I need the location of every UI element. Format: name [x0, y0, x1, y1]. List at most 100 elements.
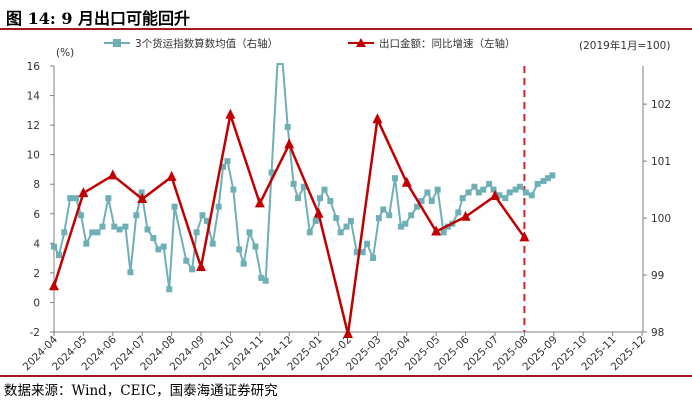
freight-index-point [83, 240, 90, 247]
freight-index-point [516, 183, 523, 190]
freight-index-point [230, 186, 237, 193]
freight-index-point [111, 223, 118, 230]
left-axis-tick-label: -2 [30, 327, 40, 339]
freight-index-point [171, 203, 178, 210]
freight-index-point [166, 286, 173, 293]
freight-index-point [359, 249, 366, 256]
freight-index-point [252, 243, 259, 250]
freight-index-point [414, 203, 421, 210]
right-axis-tick-label: 99 [651, 270, 664, 282]
export-growth-point [460, 210, 471, 221]
freight-index-point [55, 252, 62, 259]
export-growth-point [343, 328, 353, 338]
top-rule [0, 28, 692, 30]
freight-index-point [333, 215, 340, 222]
freight-index-point [418, 197, 425, 204]
freight-index-point [471, 183, 478, 190]
freight-index-point [155, 246, 162, 253]
bottom-rule [0, 375, 692, 377]
export-growth-point [431, 225, 442, 236]
export-growth-point [284, 138, 295, 149]
freight-index-point [240, 260, 247, 267]
freight-index-point [549, 172, 556, 179]
freight-index-point [193, 229, 200, 236]
freight-index-series [51, 63, 556, 293]
export-growth-point [196, 260, 206, 271]
freight-index-point [306, 229, 313, 236]
freight-index-point [295, 195, 302, 202]
left-axis-tick-label: 14 [27, 91, 41, 103]
legend-label-export-growth: 出口金额：同比增速（左轴） [379, 37, 516, 50]
freight-index-point [150, 235, 157, 242]
freight-index-point [317, 195, 324, 202]
freight-index-point [209, 240, 216, 247]
freight-index-point [337, 229, 344, 236]
export-growth-point [401, 176, 412, 187]
left-axis-tick-label: 10 [27, 150, 40, 162]
freight-index-point [486, 180, 493, 187]
right-axis-tick-label: 102 [651, 99, 671, 111]
freight-index-point [434, 186, 441, 193]
freight-index-point [78, 212, 85, 219]
figure-title: 图 14: 9 月出口可能回升 [6, 9, 191, 28]
legend-marker-export-growth [356, 38, 366, 47]
freight-index-point [343, 223, 350, 230]
freight-index-point [312, 217, 319, 224]
right-axis-tick-label: 100 [651, 213, 671, 225]
freight-index-point [528, 192, 535, 199]
freight-index-point [290, 180, 297, 187]
freight-index-point [300, 183, 307, 190]
freight-index-point [364, 240, 371, 247]
freight-index-point [424, 189, 431, 196]
freight-index-point [133, 212, 140, 219]
source-note: 数据来源：Wind，CEIC，国泰海通证券研究 [4, 383, 278, 399]
freight-index-point [284, 123, 291, 130]
left-axis-unit: (%) [56, 47, 74, 59]
freight-index-point [502, 195, 509, 202]
freight-index-point [189, 266, 196, 273]
freight-index-point [138, 189, 145, 196]
left-axis-tick-label: 2 [33, 268, 40, 280]
freight-index-point [490, 186, 497, 193]
freight-index-point [369, 254, 376, 261]
freight-index-point [105, 195, 112, 202]
freight-index-point [522, 189, 529, 196]
chart: -2024681012141698991001011022024-042024-… [21, 37, 671, 373]
left-axis-tick-label: 4 [33, 238, 40, 250]
right-axis-tick-label: 101 [651, 156, 671, 168]
export-growth-point [49, 280, 59, 291]
freight-index-point [455, 209, 462, 216]
right-axis-note: (2019年1月=100) [579, 39, 670, 52]
export-growth-point [254, 197, 265, 208]
freight-index-point [122, 223, 129, 230]
freight-index-point [236, 246, 243, 253]
freight-index-point [99, 223, 106, 230]
freight-index-point [262, 277, 269, 284]
legend: 3个货运指数算数均值（右轴） 出口金额：同比增速（左轴） [104, 37, 516, 50]
freight-index-point [89, 229, 96, 236]
export-growth-point [166, 170, 177, 181]
freight-index-point [183, 257, 190, 264]
export-growth-point [519, 231, 530, 242]
freight-index-point [220, 163, 227, 170]
freight-index-point [268, 169, 275, 176]
freight-index-point [465, 189, 472, 196]
freight-index-point [386, 212, 393, 219]
freight-index-point [480, 186, 487, 193]
freight-index-point [160, 243, 167, 250]
freight-index-point [428, 197, 435, 204]
left-axis-tick-label: 12 [27, 120, 40, 132]
freight-index-point [61, 229, 68, 236]
freight-index-point [375, 215, 382, 222]
left-axis-tick-label: 8 [33, 179, 40, 191]
freight-index-point [203, 217, 210, 224]
freight-index-point [116, 226, 123, 233]
freight-index-point [512, 186, 519, 193]
freight-index-point [258, 274, 265, 281]
freight-index-point [327, 197, 334, 204]
freight-index-point [246, 229, 253, 236]
export-growth-point [313, 207, 324, 218]
right-axis-tick-label: 98 [651, 327, 664, 339]
freight-index-point [199, 212, 206, 219]
freight-index-point [496, 192, 503, 199]
